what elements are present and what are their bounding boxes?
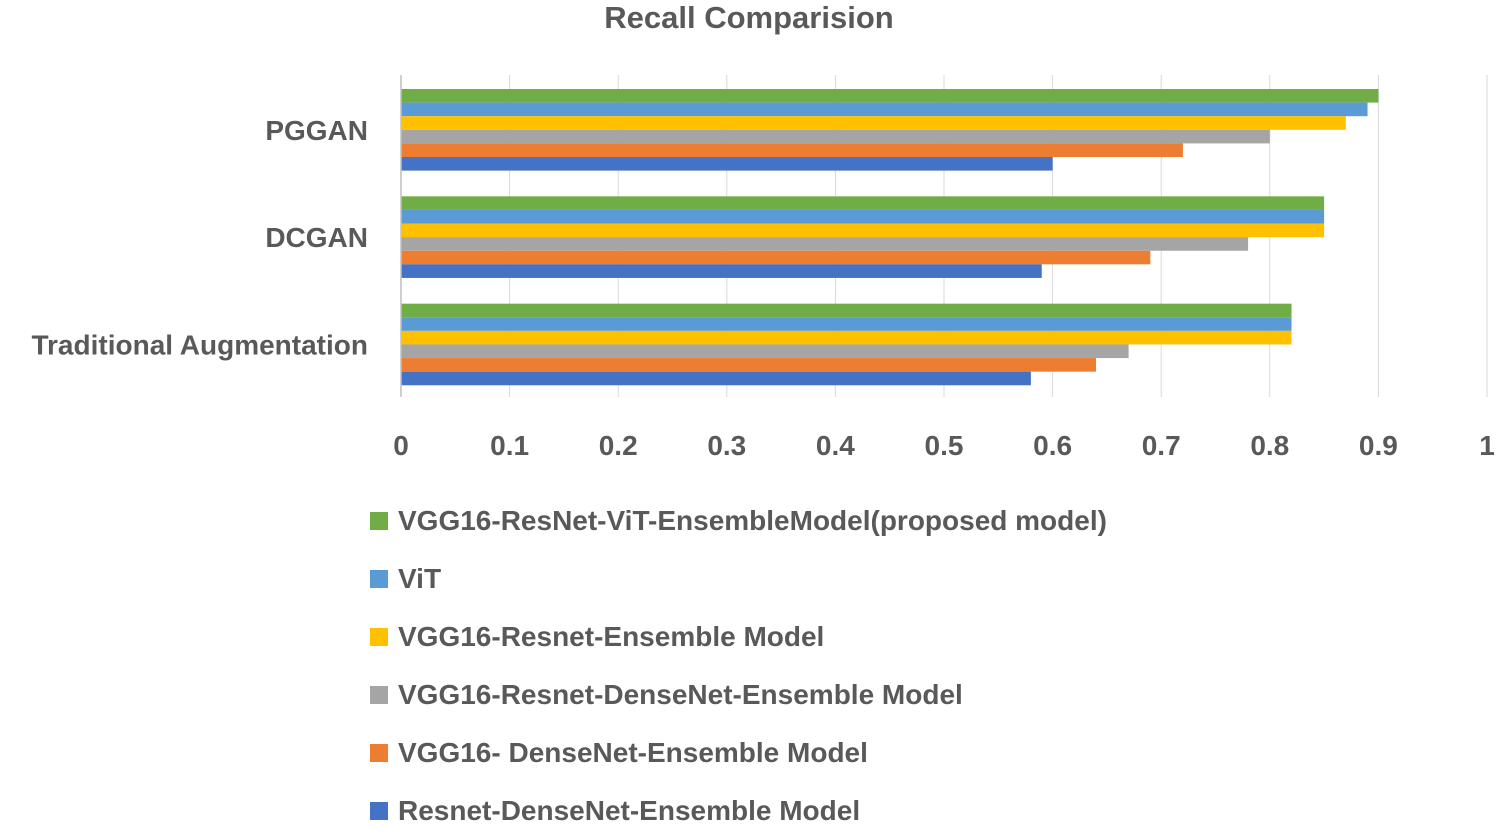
bar bbox=[401, 317, 1292, 331]
legend-swatch bbox=[370, 744, 388, 762]
legend-item: VGG16- DenseNet-Ensemble Model bbox=[370, 724, 1107, 782]
chart-title: Recall Comparision bbox=[604, 0, 894, 35]
legend-label: VGG16-Resnet-Ensemble Model bbox=[398, 621, 825, 652]
bar bbox=[401, 344, 1129, 359]
y-category-label: Traditional Augmentation bbox=[31, 329, 368, 360]
bar bbox=[401, 116, 1346, 130]
x-tick-label: 0 bbox=[393, 430, 409, 461]
x-tick-label: 0.2 bbox=[599, 430, 638, 461]
legend-label: Resnet-DenseNet-Ensemble Model bbox=[398, 795, 861, 826]
legend-item: VGG16-ResNet-ViT-EnsembleModel(proposed … bbox=[370, 492, 1107, 550]
x-tick-label: 0.5 bbox=[925, 430, 964, 461]
legend-label: VGG16-Resnet-DenseNet-Ensemble Model bbox=[398, 679, 963, 710]
y-category-label: PGGAN bbox=[265, 115, 368, 146]
legend-item: Resnet-DenseNet-Ensemble Model bbox=[370, 782, 1107, 840]
bar bbox=[401, 330, 1292, 345]
x-tick-label: 0.8 bbox=[1250, 430, 1289, 461]
recall-comparison-chart: Recall Comparision 0 0.1 0.2 0.3 0.4 0.5 0.6 0.… bbox=[31, 0, 1495, 826]
bar bbox=[401, 250, 1151, 265]
x-tick-label: 0.1 bbox=[490, 430, 529, 461]
bar bbox=[401, 89, 1379, 103]
bar bbox=[401, 143, 1183, 157]
legend-item: VGG16-Resnet-DenseNet-Ensemble Model bbox=[370, 666, 1107, 724]
x-tick-label: 0.3 bbox=[707, 430, 746, 461]
bar bbox=[401, 102, 1368, 117]
legend-swatch bbox=[370, 512, 388, 530]
x-tick-label: 0.6 bbox=[1033, 430, 1072, 461]
bar bbox=[401, 264, 1042, 278]
bar bbox=[401, 157, 1053, 171]
legend-label: VGG16- DenseNet-Ensemble Model bbox=[398, 737, 868, 768]
bar bbox=[401, 303, 1292, 318]
bar bbox=[401, 371, 1031, 386]
legend-label: ViT bbox=[398, 563, 442, 594]
bar bbox=[401, 358, 1097, 372]
bar bbox=[401, 237, 1249, 251]
legend-item: ViT bbox=[370, 550, 1107, 608]
legend-swatch bbox=[370, 570, 388, 588]
y-category-label: DCGAN bbox=[265, 222, 368, 253]
legend-swatch bbox=[370, 686, 388, 704]
x-tick-label: 0.9 bbox=[1359, 430, 1398, 461]
x-tick-label: 1 bbox=[1479, 430, 1495, 461]
x-tick-label: 0.4 bbox=[816, 430, 855, 461]
x-tick-label: 0.7 bbox=[1142, 430, 1181, 461]
plot-area: 0 0.1 0.2 0.3 0.4 0.5 0.6 0.7 0.8 0.9 1 PGGAN DCGAN T… bbox=[31, 75, 1495, 461]
bar bbox=[401, 223, 1325, 238]
bar bbox=[401, 209, 1325, 224]
legend-swatch bbox=[370, 628, 388, 646]
legend: VGG16-ResNet-ViT-EnsembleModel(proposed … bbox=[370, 492, 1107, 840]
bar bbox=[401, 129, 1270, 144]
bar bbox=[401, 196, 1325, 210]
legend-swatch bbox=[370, 802, 388, 820]
legend-label: VGG16-ResNet-ViT-EnsembleModel(proposed … bbox=[398, 505, 1107, 536]
legend-item: VGG16-Resnet-Ensemble Model bbox=[370, 608, 1107, 666]
